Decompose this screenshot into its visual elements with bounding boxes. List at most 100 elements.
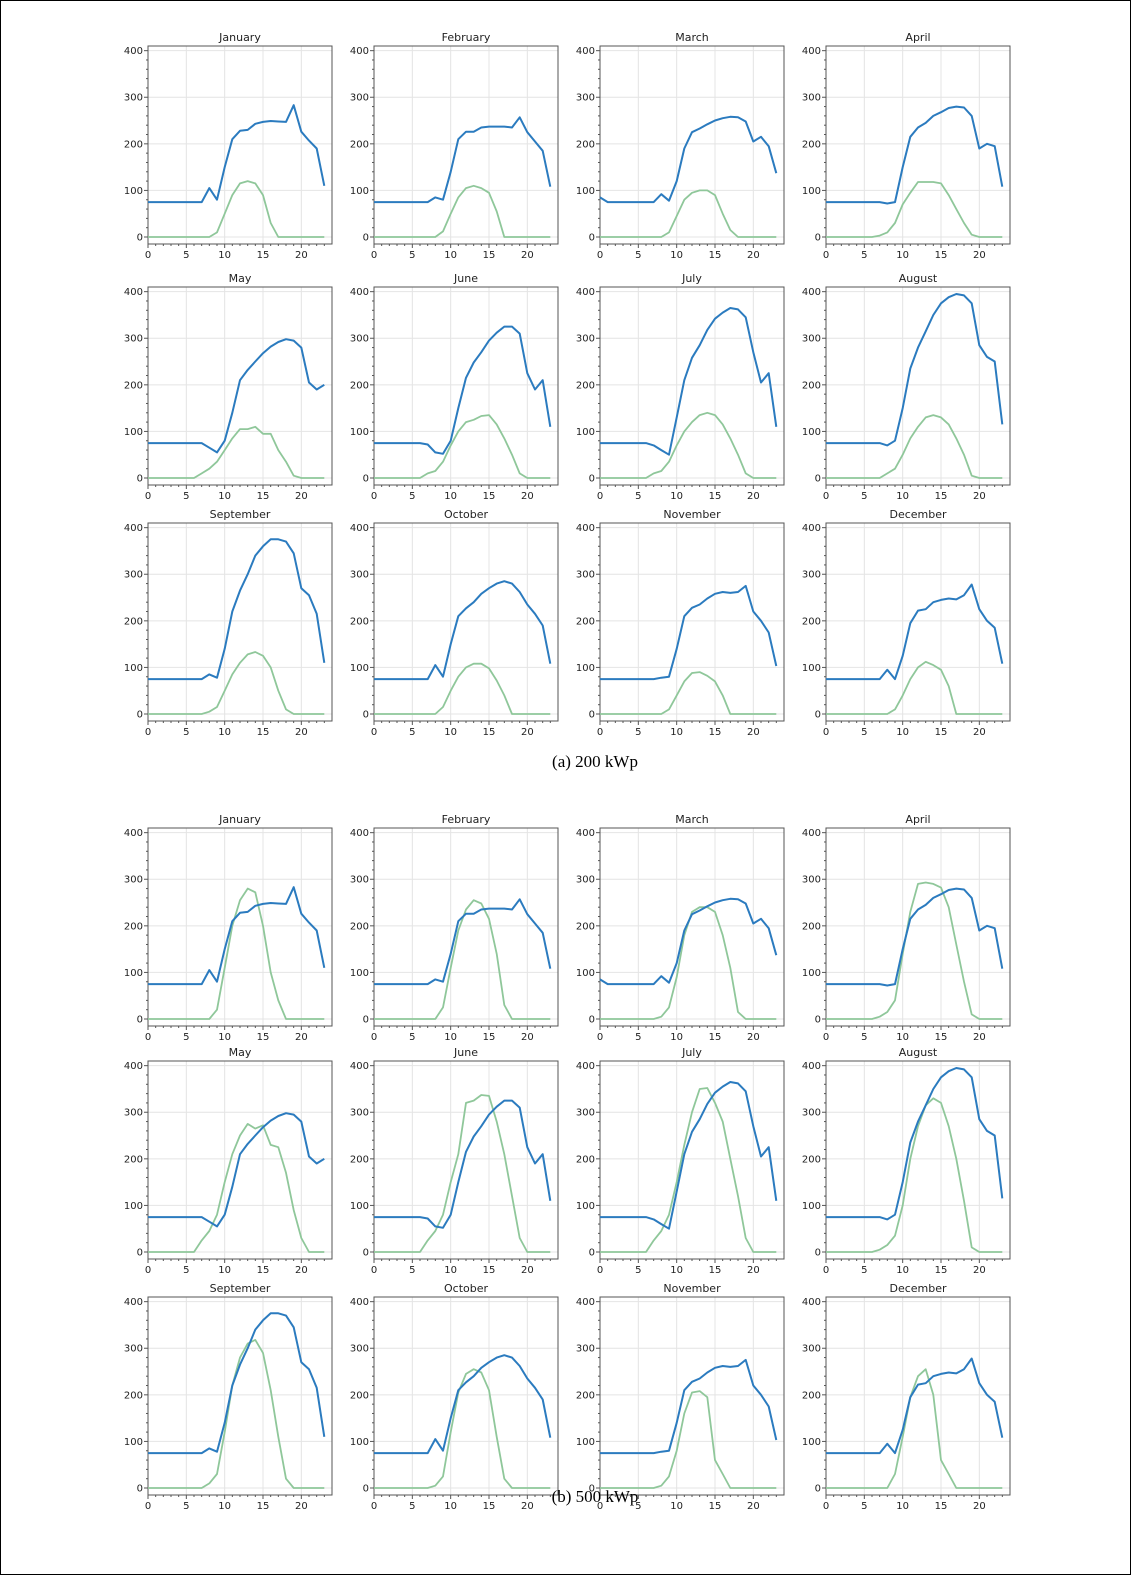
x-tick-label: 20 (295, 727, 308, 738)
y-tick-label: 0 (137, 1484, 143, 1495)
y-tick-label: 100 (124, 186, 143, 197)
series-line-load (374, 325, 552, 455)
x-tick-label: 15 (935, 250, 948, 261)
y-tick-label: 200 (576, 616, 595, 627)
x-tick-label: 10 (444, 1265, 457, 1276)
y-tick-label: 200 (576, 380, 595, 391)
y-tick-label: 0 (137, 1015, 143, 1026)
y-tick-label: 400 (802, 287, 821, 298)
x-tick-label: 5 (183, 491, 189, 502)
x-tick-label: 10 (670, 1032, 683, 1043)
y-tick-label: 300 (576, 1108, 595, 1119)
y-tick-label: 300 (576, 1344, 595, 1355)
plot-frame (373, 827, 559, 1027)
plot-frame (599, 286, 785, 486)
y-tick-label: 0 (137, 1248, 143, 1259)
x-tick-label: 10 (896, 250, 909, 261)
x-tick-label: 0 (371, 1265, 377, 1276)
panel-title: September (210, 508, 271, 521)
x-tick-label: 5 (861, 1265, 867, 1276)
x-tick-label: 5 (861, 491, 867, 502)
series-line-load (374, 898, 552, 986)
panel-title: April (905, 813, 930, 826)
x-tick-label: 15 (257, 1032, 270, 1043)
y-tick-label: 300 (576, 570, 595, 581)
y-tick-label: 0 (137, 474, 143, 485)
y-tick-label: 300 (350, 570, 369, 581)
y-tick-label: 300 (802, 1108, 821, 1119)
panel-title: May (229, 272, 252, 285)
x-tick-label: 20 (973, 1032, 986, 1043)
series-line-load (148, 1112, 325, 1228)
x-tick-label: 5 (409, 727, 415, 738)
plot-frame (147, 522, 333, 722)
x-tick-label: 10 (444, 727, 457, 738)
y-tick-label: 200 (124, 1154, 143, 1165)
x-tick-label: 5 (183, 1032, 189, 1043)
x-tick-label: 0 (823, 727, 829, 738)
y-tick-label: 0 (363, 710, 369, 721)
x-tick-label: 5 (183, 1501, 189, 1512)
plot-frame (599, 1296, 785, 1496)
series-line-load (826, 293, 1004, 447)
panel-title: February (442, 813, 491, 826)
plot-frame (147, 1296, 333, 1496)
x-tick-label: 15 (483, 250, 496, 261)
x-tick-label: 10 (444, 1501, 457, 1512)
y-tick-label: 200 (802, 921, 821, 932)
y-tick-label: 400 (576, 287, 595, 298)
x-tick-label: 15 (709, 491, 722, 502)
y-tick-label: 0 (815, 1015, 821, 1026)
x-tick-label: 15 (935, 1501, 948, 1512)
y-tick-label: 300 (124, 93, 143, 104)
y-tick-label: 300 (576, 875, 595, 886)
x-tick-label: 0 (823, 491, 829, 502)
series-line-load (374, 1354, 552, 1455)
x-tick-label: 15 (935, 1265, 948, 1276)
panel-title: December (889, 1282, 947, 1295)
series-line-load (599, 897, 778, 986)
plot-frame (147, 827, 333, 1027)
y-tick-label: 100 (124, 968, 143, 979)
y-tick-label: 400 (350, 1297, 369, 1308)
x-tick-label: 5 (861, 727, 867, 738)
x-tick-label: 0 (597, 1265, 603, 1276)
x-tick-label: 5 (183, 727, 189, 738)
y-tick-label: 0 (815, 474, 821, 485)
x-tick-label: 0 (145, 1265, 151, 1276)
panel-title: October (444, 1282, 488, 1295)
y-tick-label: 300 (350, 1344, 369, 1355)
series-line-load (599, 115, 778, 204)
y-tick-label: 100 (802, 1201, 821, 1212)
x-tick-label: 15 (709, 1032, 722, 1043)
panel-title: March (675, 31, 709, 44)
y-tick-label: 300 (124, 1344, 143, 1355)
plot-frame (373, 1060, 559, 1260)
y-tick-label: 100 (350, 1437, 369, 1448)
panel-title: January (218, 31, 261, 44)
x-tick-label: 20 (295, 250, 308, 261)
y-tick-label: 100 (576, 427, 595, 438)
caption-a: (a) 200 kWp (552, 752, 638, 771)
x-tick-label: 0 (371, 1032, 377, 1043)
series-line-pv (148, 651, 325, 715)
y-tick-label: 100 (350, 186, 369, 197)
panel-title: July (681, 272, 702, 285)
y-tick-label: 400 (802, 523, 821, 534)
series-line-pv (148, 1339, 325, 1489)
plot-frame (147, 45, 333, 245)
y-tick-label: 0 (589, 1248, 595, 1259)
panel-title: July (681, 1046, 702, 1059)
series-line-load (826, 583, 1004, 681)
